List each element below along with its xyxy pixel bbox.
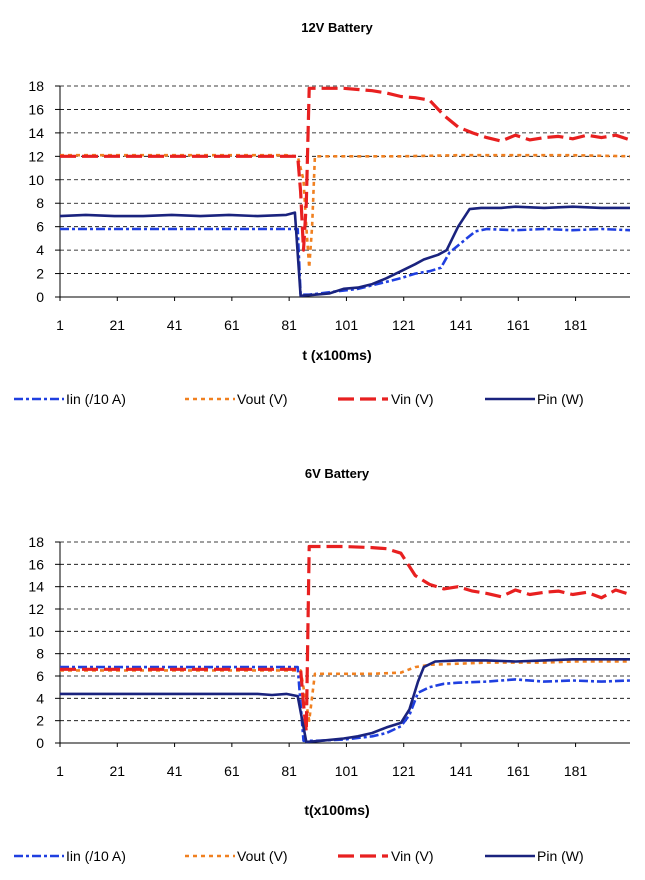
y-tick-label: 12	[28, 601, 44, 617]
legend: Iin (/10 A) Vout (V) Vin (V) Pin (W)	[14, 391, 584, 407]
x-tick-label: 41	[167, 763, 183, 779]
y-tick-label: 18	[28, 78, 44, 94]
series-line-vin	[60, 544, 631, 734]
y-tick-label: 6	[36, 668, 44, 684]
series-line-iin	[60, 227, 631, 297]
y-tick-label: 16	[28, 101, 44, 117]
x-tick-label: 61	[224, 763, 240, 779]
y-tick-label: 0	[36, 289, 44, 305]
y-tick-label: 18	[28, 534, 44, 550]
chart-title: 6V Battery	[305, 466, 370, 481]
legend-label: Iin (/10 A)	[66, 848, 126, 864]
legend-label: Vout (V)	[237, 391, 288, 407]
y-tick-label: 2	[36, 266, 44, 282]
series-line-pin	[60, 657, 630, 744]
y-tick-label: 0	[36, 735, 44, 751]
series-line-vin	[60, 86, 631, 252]
y-tick-label: 10	[28, 172, 44, 188]
x-tick-label: 21	[109, 317, 125, 333]
x-tick-label: 141	[449, 763, 473, 779]
legend-label: Vin (V)	[391, 848, 434, 864]
x-tick-label: 81	[281, 763, 297, 779]
series-line-iin	[60, 665, 631, 743]
legend-label: Pin (W)	[537, 391, 584, 407]
y-tick-label: 12	[28, 148, 44, 164]
x-tick-label: 141	[449, 317, 473, 333]
y-tick-label: 4	[36, 242, 44, 258]
series-line-pin	[59, 205, 630, 298]
x-tick-label: 21	[109, 763, 125, 779]
legend-label: Pin (W)	[537, 848, 584, 864]
y-tick-label: 2	[36, 713, 44, 729]
x-axis-label: t(x100ms)	[304, 802, 369, 818]
y-tick-label: 4	[36, 690, 44, 706]
y-tick-label: 8	[36, 646, 44, 662]
legend-label: Vout (V)	[237, 848, 288, 864]
legend: Iin (/10 A) Vout (V) Vin (V) Pin (W)	[14, 848, 584, 864]
y-tick-label: 14	[28, 579, 44, 595]
y-tick-label: 8	[36, 195, 44, 211]
x-tick-label: 81	[281, 317, 297, 333]
y-tick-label: 16	[28, 556, 44, 572]
legend-label: Iin (/10 A)	[66, 391, 126, 407]
x-tick-label: 41	[167, 317, 183, 333]
series-line-vout	[60, 660, 630, 723]
x-tick-label: 101	[335, 317, 359, 333]
x-tick-label: 101	[335, 763, 359, 779]
x-tick-label: 161	[507, 317, 531, 333]
y-tick-label: 10	[28, 623, 44, 639]
x-axis-label: t (x100ms)	[302, 347, 371, 363]
x-tick-label: 61	[224, 317, 240, 333]
chart-title: 12V Battery	[301, 20, 373, 35]
x-tick-label: 161	[507, 763, 531, 779]
x-tick-label: 181	[564, 317, 588, 333]
x-tick-label: 1	[56, 763, 64, 779]
x-tick-label: 181	[564, 763, 588, 779]
x-tick-label: 121	[392, 317, 416, 333]
x-tick-label: 121	[392, 763, 416, 779]
legend-label: Vin (V)	[391, 391, 434, 407]
series-line-vout	[60, 153, 631, 270]
x-tick-label: 1	[56, 317, 64, 333]
y-tick-label: 14	[28, 125, 44, 141]
y-tick-label: 6	[36, 219, 44, 235]
